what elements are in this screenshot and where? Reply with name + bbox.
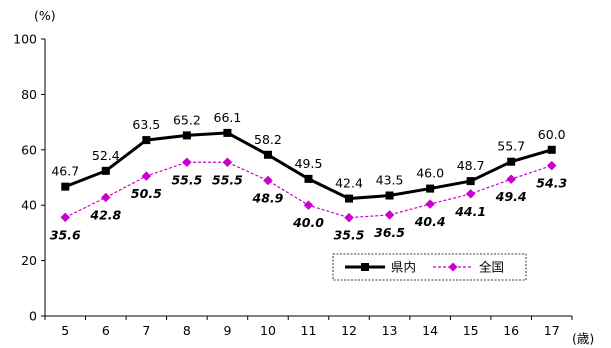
data-label: 48.7 — [457, 158, 485, 173]
y-tick-label: 40 — [21, 198, 37, 213]
data-point — [426, 184, 435, 193]
data-label: 35.5 — [334, 228, 365, 243]
data-point — [385, 191, 394, 200]
data-point — [182, 157, 192, 168]
x-tick-label: 16 — [503, 323, 519, 338]
y-axis-label: (%) — [34, 8, 56, 23]
data-point — [142, 136, 151, 145]
x-tick-label: 8 — [183, 323, 191, 338]
data-label: 65.2 — [173, 112, 201, 127]
legend-marker — [361, 263, 369, 271]
data-label: 42.4 — [335, 176, 363, 191]
data-label: 52.4 — [92, 148, 120, 163]
data-label: 60.0 — [538, 127, 566, 142]
data-point — [141, 171, 152, 181]
data-label: 44.1 — [454, 204, 486, 219]
x-tick-label: 13 — [382, 323, 398, 338]
data-label: 63.5 — [132, 117, 160, 132]
data-point — [466, 177, 475, 186]
data-label: 40.0 — [292, 215, 324, 230]
x-tick-label: 14 — [422, 323, 438, 338]
data-label: 55.5 — [212, 172, 243, 187]
data-point — [546, 160, 557, 171]
data-label: 49.4 — [495, 189, 527, 204]
legend-label: 県内 — [391, 260, 416, 275]
data-label: 36.5 — [374, 225, 405, 240]
chart-legend: 県内 全国 — [332, 253, 527, 281]
chart-series: 46.7 52.4 63.5 65.2 66.1 58.2 49.5 42.4 43.5 46.0… — [50, 110, 567, 243]
data-point — [344, 212, 354, 223]
legend-item-national: 全国 — [433, 260, 504, 275]
data-label: 43.5 — [376, 173, 404, 188]
series-prefecture: 46.7 52.4 63.5 65.2 66.1 58.2 49.5 42.4 43.5 46.0… — [51, 110, 566, 203]
x-tick-label: 12 — [341, 323, 357, 338]
data-label: 58.2 — [254, 132, 282, 147]
data-point — [182, 131, 191, 140]
data-point — [384, 210, 395, 220]
y-tick-label: 0 — [29, 309, 37, 324]
data-label: 40.4 — [414, 214, 446, 229]
data-point — [263, 175, 273, 186]
data-label: 50.5 — [131, 186, 162, 201]
chart-axes — [44, 39, 572, 317]
data-label: 55.7 — [497, 139, 525, 154]
x-tick-label: 6 — [102, 323, 110, 338]
data-point — [263, 150, 272, 159]
data-label: 46.7 — [51, 164, 79, 179]
data-point — [345, 194, 354, 203]
x-tick-label: 5 — [61, 323, 69, 338]
data-label: 48.9 — [252, 191, 284, 206]
x-tick-label: 7 — [142, 323, 150, 338]
legend-item-prefecture: 県内 — [345, 260, 416, 275]
x-tick-label: 9 — [223, 323, 231, 338]
legend-label: 全国 — [479, 260, 504, 275]
x-axis-label: (歳) — [572, 331, 594, 346]
x-axis-ticks: 5 6 7 8 9 10 11 12 13 14 15 16 17 — [44, 316, 573, 338]
data-point — [60, 212, 71, 223]
data-point — [222, 157, 233, 168]
data-label: 46.0 — [416, 166, 444, 181]
data-label: 42.8 — [89, 207, 121, 222]
y-tick-label: 60 — [21, 142, 37, 157]
data-point — [223, 128, 232, 137]
data-point — [506, 174, 517, 185]
series-national: 35.6 42.8 50.5 55.5 55.5 48.9 40.0 35.5 36.5 40.4… — [50, 157, 567, 243]
y-tick-label: 100 — [13, 32, 37, 47]
data-label: 49.5 — [295, 156, 323, 171]
data-label: 66.1 — [214, 110, 242, 125]
data-point — [303, 200, 314, 211]
x-tick-label: 11 — [301, 323, 317, 338]
x-tick-label: 15 — [463, 323, 479, 338]
data-point — [304, 174, 313, 183]
legend-marker — [448, 262, 458, 272]
data-label: 35.6 — [50, 227, 81, 242]
data-label: 54.3 — [536, 176, 567, 191]
data-point — [425, 199, 435, 209]
data-point — [465, 188, 476, 199]
x-tick-label: 10 — [260, 323, 276, 338]
y-axis-ticks: 0 20 40 60 80 100 — [13, 32, 45, 324]
y-tick-label: 80 — [21, 87, 37, 102]
y-tick-label: 20 — [21, 253, 37, 268]
data-point — [101, 166, 110, 175]
data-label: 55.5 — [171, 172, 202, 187]
data-point — [61, 182, 70, 191]
x-tick-label: 17 — [544, 323, 560, 338]
data-point — [547, 145, 556, 154]
data-point — [507, 157, 516, 166]
data-point — [100, 192, 111, 203]
